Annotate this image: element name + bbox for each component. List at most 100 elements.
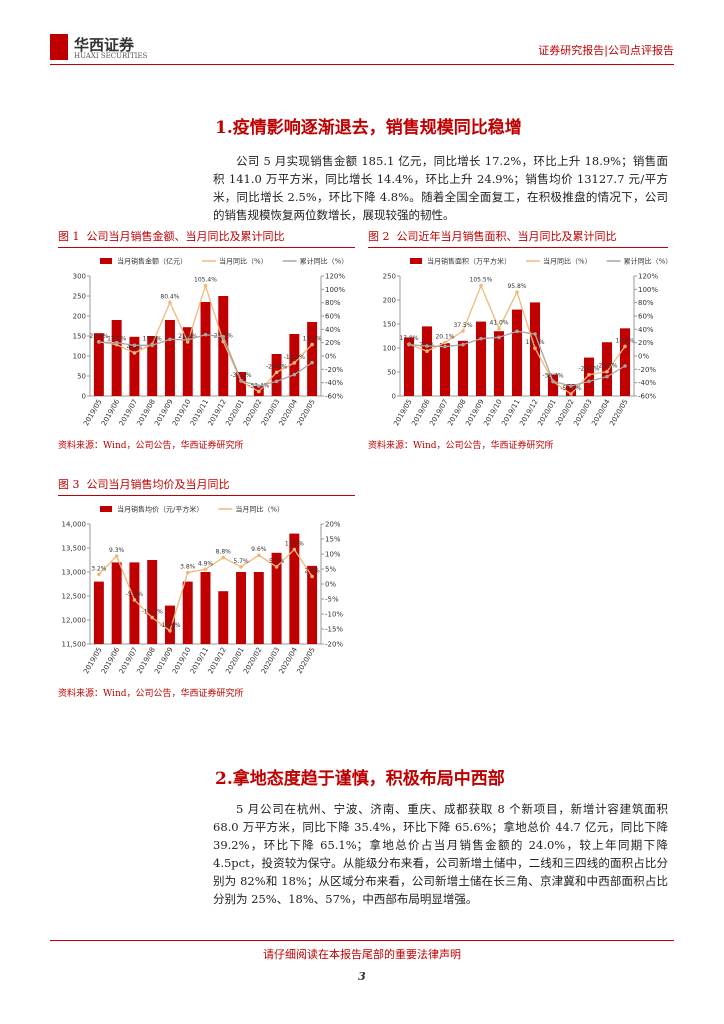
y2-tick-label: 5% [325,566,336,574]
data-label: 21.1% [178,333,197,340]
y2-tick-label: -10% [325,611,343,619]
line-marker [310,342,314,347]
data-label: 9.6% [251,546,267,553]
y2-tick-label: 20% [325,339,341,347]
y-tick-label: 150 [383,321,396,329]
data-label: -10.3% [284,354,306,361]
y2-tick-label: -15% [325,626,343,634]
bar [182,327,193,396]
y-tick-label: 200 [73,313,86,321]
y-tick-label: 100 [73,353,86,361]
line-marker [533,346,537,350]
data-label: 17.5% [143,335,162,342]
bar [421,326,433,396]
y2-tick-label: 40% [638,326,654,334]
data-label: -11.2% [142,609,164,616]
data-label: -23.5% [596,363,618,370]
bar [619,328,631,396]
line-marker [587,379,591,384]
line-marker [292,361,297,365]
line-marker [623,344,627,349]
y-tick-label: 14,000 [62,521,87,529]
bar [289,533,300,644]
line-marker [479,336,483,341]
bar [601,342,613,396]
line-marker [292,547,297,552]
line-marker [407,342,411,347]
data-label: 20.1% [435,334,454,341]
brand-en: HUAXI SECURITIES [74,52,148,60]
y2-tick-label: -40% [638,379,656,387]
data-label: -37.5% [230,372,252,379]
y2-tick-label: -40% [325,379,343,387]
data-label: 11.5% [285,541,304,548]
y2-tick-label: 20% [325,521,341,529]
data-label: 14.4% [615,337,634,344]
y-tick-label: 11,500 [62,641,87,649]
line-marker [425,349,429,353]
y-tick-label: 300 [73,273,86,281]
bar [164,605,175,644]
bar [236,572,247,644]
header-rule [50,64,674,65]
data-label: -24.4% [266,363,288,370]
y2-tick-label: 120% [325,273,345,281]
logo-mark [50,34,68,60]
data-label: -5.3% [126,591,144,598]
y2-tick-label: 100% [638,286,658,294]
data-label: 105.4% [194,277,217,284]
legend-label: 当月同比（%） [543,257,592,266]
bar [253,572,264,644]
line-marker [221,339,226,344]
disclaimer: 请仔细阅读在本报告尾部的重要法律声明 [263,948,461,961]
y2-tick-label: -60% [638,393,656,401]
line-marker [587,372,591,377]
bar [307,565,318,644]
line-marker [114,340,119,345]
line-marker [569,392,573,396]
bar [200,302,211,396]
line-marker [310,574,314,579]
chart: 当月销售金额（亿元） 当月同比（%） 累计同比（%） 0 50 100 150 200 250 3… [73,257,349,428]
y2-tick-label: 15% [325,536,341,544]
section-title: 2.拿地态度趋于谨慎，积极布局中西部 [215,769,505,789]
y-tick-label: 250 [383,273,396,281]
bar [93,333,104,396]
line-marker [185,570,190,575]
data-label: 21.3% [89,333,108,340]
y-tick-label: 0 [82,393,86,401]
line-marker [150,343,154,348]
y2-tick-label: -5% [325,596,339,604]
data-label: 17.2% [303,336,322,343]
bar [147,336,158,396]
source: 资料来源：Wind，公司公告，华西证券研究所 [58,441,244,451]
data-label: 105.5% [470,277,493,284]
line-marker [443,344,447,349]
bar [457,340,469,396]
line-marker [292,372,297,377]
bar [147,560,158,644]
data-label: 41.0% [489,320,508,327]
bar [111,320,122,396]
section-title: 1.疫情影响逐渐退去，销售规模同比稳增 [215,118,522,138]
data-label: -15.6% [159,622,181,629]
y-tick-label: 50 [387,369,396,377]
y2-tick-label: -20% [325,641,343,649]
line-marker [168,337,172,342]
data-label: 4.9% [198,560,214,567]
legend-swatch [410,258,422,264]
line-marker [257,389,261,394]
y2-tick-label: -20% [325,366,343,374]
line-marker [132,351,137,355]
chart: 当月销售面积（万平方米） 当月同比（%） 累计同比（%） 0 50 100 150 200 25… [383,257,668,428]
data-label: 3.8% [180,564,196,571]
line-marker [515,329,519,334]
bar [236,372,247,396]
bar [403,337,415,396]
y-tick-label: 13,000 [62,569,87,577]
legend-label: 当月同比（%） [219,257,268,266]
line-marker [274,370,279,375]
legend-label: 当月同比（%） [235,505,284,514]
bar [164,320,175,396]
data-label: 95.8% [507,283,526,290]
